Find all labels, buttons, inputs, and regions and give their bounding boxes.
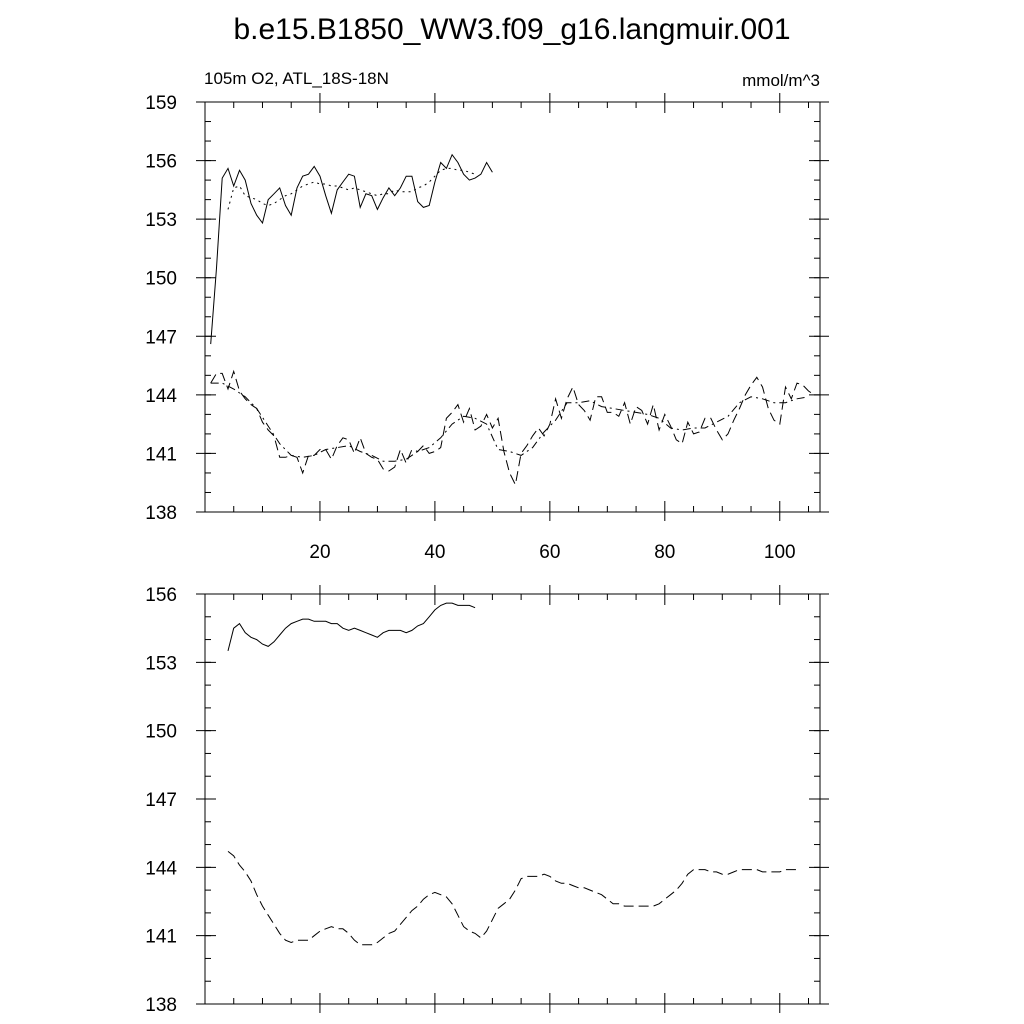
series-line-dashed	[210, 369, 815, 487]
y-tick-label: 141	[145, 444, 177, 465]
x-tick-label: 60	[539, 542, 560, 563]
series-line-dash-dot	[210, 382, 809, 462]
top-panel-frame	[204, 101, 821, 513]
y-tick-label: 147	[145, 790, 177, 811]
y-tick-label: 156	[145, 152, 177, 173]
series-line-solid	[227, 602, 476, 652]
series-line-dotted	[227, 167, 476, 210]
series-line-solid	[210, 153, 493, 345]
y-tick-label: 141	[145, 927, 177, 948]
bottom-panel-frame	[204, 593, 821, 1005]
top-panel: 105m O2, ATL_18S-18N mmol/m^3 138 141 144 1…	[145, 69, 829, 563]
y-tick-label: 159	[145, 93, 177, 114]
x-tick-label: 20	[309, 542, 330, 563]
y-tick-label: 147	[145, 327, 177, 348]
y-tick-label: 138	[145, 995, 177, 1016]
y-tick-label: 153	[145, 653, 177, 674]
y-tick-label: 150	[145, 269, 177, 290]
y-tick-label: 153	[145, 210, 177, 231]
chart-title: b.e15.B1850_WW3.f09_g16.langmuir.001	[233, 13, 790, 46]
y-tick-label: 138	[145, 503, 177, 524]
y-tick-label: 144	[145, 858, 177, 879]
y-tick-label: 144	[145, 386, 177, 407]
x-tick-label: 40	[424, 542, 445, 563]
top-panel-subtitle-left: 105m O2, ATL_18S-18N	[204, 69, 389, 88]
top-panel-subtitle-right: mmol/m^3	[742, 71, 820, 90]
x-tick-label: 100	[764, 542, 796, 563]
bottom-panel: 138 141 144 147 150 153 156	[145, 585, 829, 1016]
y-tick-label: 156	[145, 585, 177, 606]
x-tick-label: 80	[654, 542, 675, 563]
y-tick-label: 150	[145, 722, 177, 743]
series-line-dashed	[227, 851, 797, 946]
